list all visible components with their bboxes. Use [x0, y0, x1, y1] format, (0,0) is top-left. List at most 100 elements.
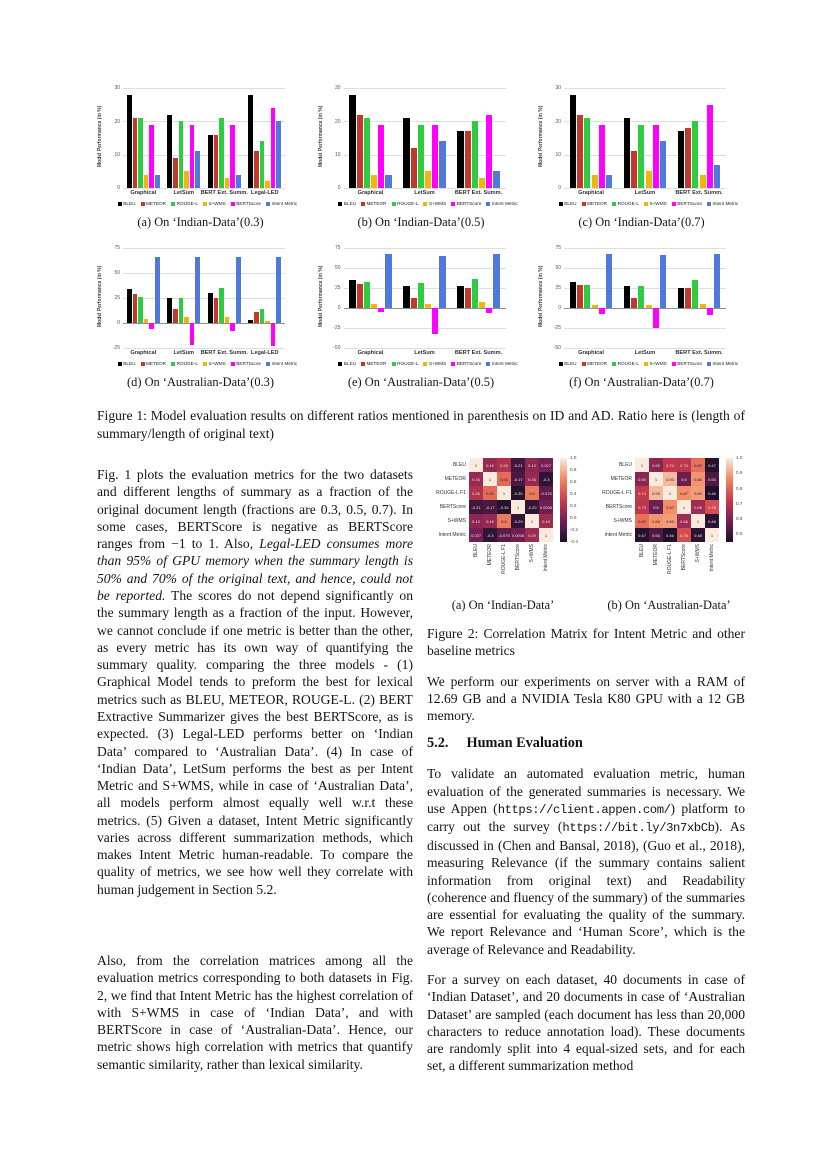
heatmap-cell: 0.74 [663, 458, 677, 472]
bar-s-wms [265, 321, 270, 323]
legend-item: S+WMS [643, 361, 667, 366]
legend-swatch [338, 201, 343, 206]
heatmap-cell: -0.35 [511, 486, 525, 500]
legend-label: METEOR [587, 361, 608, 366]
url-link[interactable]: https://client.appen.com/ [497, 802, 671, 817]
bar-meteor [577, 114, 584, 188]
bar-s-wms [479, 178, 486, 188]
grid-line [123, 273, 285, 274]
bar-bleu [457, 285, 464, 308]
heatmap-row: Intent Metric 0.47 0.55 0.46 0.78 0.48 1 [593, 528, 719, 542]
heatmap-cell: 0.87 [663, 500, 677, 514]
legend-label: BERTScore [236, 201, 261, 206]
heatmap-column-label-text: Intent Metric [543, 544, 549, 572]
legend-item: Intent Metric [486, 201, 518, 206]
heatmap-column-label-text: BERTScore [681, 544, 687, 571]
legend-label: Intent Metric [712, 361, 739, 366]
bar-bertscore [189, 323, 195, 345]
legend-item: BERTScore [230, 361, 261, 366]
bar-intent-metric [493, 254, 500, 308]
url-link[interactable]: https://bit.ly/3n7xbCb [562, 821, 715, 836]
x-category-label: LetSum [414, 350, 435, 356]
legend-label: S+WMS [649, 201, 667, 206]
legend-label: S+WMS [428, 201, 447, 206]
heatmap-row-label: BLEU [618, 462, 632, 468]
chart-cell-a: Model Performance (in %) 30 20 10 0 Graphical… [97, 84, 304, 230]
heatmap-row: Intent Metric 0.027 -0.3 -0.075 0.0008 0.19 1 [427, 528, 553, 542]
legend-item: Intent Metric [265, 201, 297, 206]
heatmap-cell: 0.48 [691, 528, 705, 542]
grid-line [343, 88, 506, 89]
heatmap-row: ROUGE-L F1 0.74 0.93 1 0.87 0.89 0.46 [593, 486, 719, 500]
grid-line [123, 154, 285, 156]
grid-line [343, 308, 506, 309]
y-axis-label: Model Performance (in %) [317, 265, 324, 327]
legend-swatch [423, 201, 428, 206]
legend-label: ROUGE-L [176, 361, 198, 366]
colorbar-tick: 0.9 [736, 470, 743, 476]
heatmap-cell: 0.93 [663, 472, 677, 486]
heatmap-cell: 0.83 [635, 514, 649, 528]
bar-meteor [132, 294, 138, 323]
legend-swatch [486, 361, 491, 366]
colorbar-tick: 1.0 [570, 455, 577, 460]
bar-intent-metric [154, 257, 160, 323]
bar-chart-c: Model Performance (in %) 30 20 10 0 Graphical… [538, 84, 745, 206]
y-tick-label: -25 [333, 325, 341, 332]
x-category-label: BERT Ext. Summ. [200, 350, 248, 356]
bar-meteor [685, 128, 692, 188]
bar-intent-metric [659, 255, 667, 308]
bar-rouge-l [471, 279, 478, 308]
y-tick-label: 10 [334, 151, 341, 158]
legend-swatch [171, 201, 176, 206]
subcaption-d: (d) On ‘Australian-Data’(0.3) [127, 375, 274, 389]
legend-item: S+WMS [202, 361, 226, 366]
heatmap-cell: 0.55 [649, 528, 663, 542]
y-axis-label: Model Performance (in %) [538, 265, 544, 327]
bar-meteor [132, 118, 138, 188]
x-category-label: Graphical [130, 350, 157, 356]
heatmap-cell: 0.55 [483, 486, 497, 500]
heatmap-row: BERTScore -0.21 -0.17 -0.35 1 -0.29 0.0008 [427, 500, 553, 514]
text-run: We perform our experiments on server wit… [427, 673, 745, 724]
bar-intent-metric [385, 174, 392, 188]
grid-line [123, 348, 285, 349]
legend-label: S+WMS [208, 361, 226, 366]
legend-item: BERTScore [230, 201, 261, 206]
heatmap-cell: 0.74 [635, 486, 649, 500]
y-tick-label: 30 [114, 85, 120, 92]
bar-bleu [569, 94, 577, 188]
paragraph-hardware: We perform our experiments on server wit… [427, 673, 745, 725]
bar-intent-metric [235, 174, 241, 188]
x-category-label: Graphical [357, 350, 384, 356]
colorbar: 1.0 0.9 0.8 0.7 0.6 0.5 [726, 455, 745, 592]
legend-swatch [451, 361, 456, 366]
heatmap-column-labels: BLEU METEOR ROUGE-L F1 BERTScore S+WMS Intent… [593, 542, 719, 592]
y-tick-label: 20 [555, 118, 561, 125]
heatmap-grid: BLEU 1 0.65 0.74 0.73 0.83 0.47 METEOR 0.65 1 0.93… [593, 458, 719, 592]
y-tick-label: -25 [553, 325, 561, 332]
text-run: For a survey on each dataset, 40 documen… [427, 971, 745, 1074]
heatmap-cell: 0.6 [497, 514, 511, 528]
bar-bertscore [149, 323, 154, 329]
heatmap-row: BLEU 1 0.65 0.74 0.73 0.83 0.47 [593, 458, 719, 472]
legend-label: METEOR [146, 201, 167, 206]
legend-swatch [361, 201, 366, 206]
bar-bleu [126, 289, 132, 323]
bar-bertscore [598, 124, 605, 188]
y-tick-label: 0 [337, 305, 341, 312]
heatmap-cell: 0.89 [663, 514, 677, 528]
legend-swatch [265, 201, 270, 206]
legend-label: BERTScore [236, 361, 261, 366]
bar-bertscore [706, 104, 713, 188]
legend-label: BLEU [123, 361, 136, 366]
bar-meteor [356, 284, 363, 308]
heatmap-cell: 0.13 [525, 458, 539, 472]
heatmap-cell: 0.6 [649, 500, 663, 514]
legend-swatch [391, 361, 396, 366]
colorbar-tick: -0.4 [570, 539, 578, 544]
legend-item: ROUGE-L [171, 361, 198, 366]
bar-bleu [248, 320, 254, 323]
heatmap-body: BLEU 1 0.65 0.74 0.73 0.83 0.47 METEOR 0.65 1 0.93… [593, 455, 745, 592]
subcaption-heatmap-b: (b) On ‘Australian-Data’ [607, 598, 731, 612]
